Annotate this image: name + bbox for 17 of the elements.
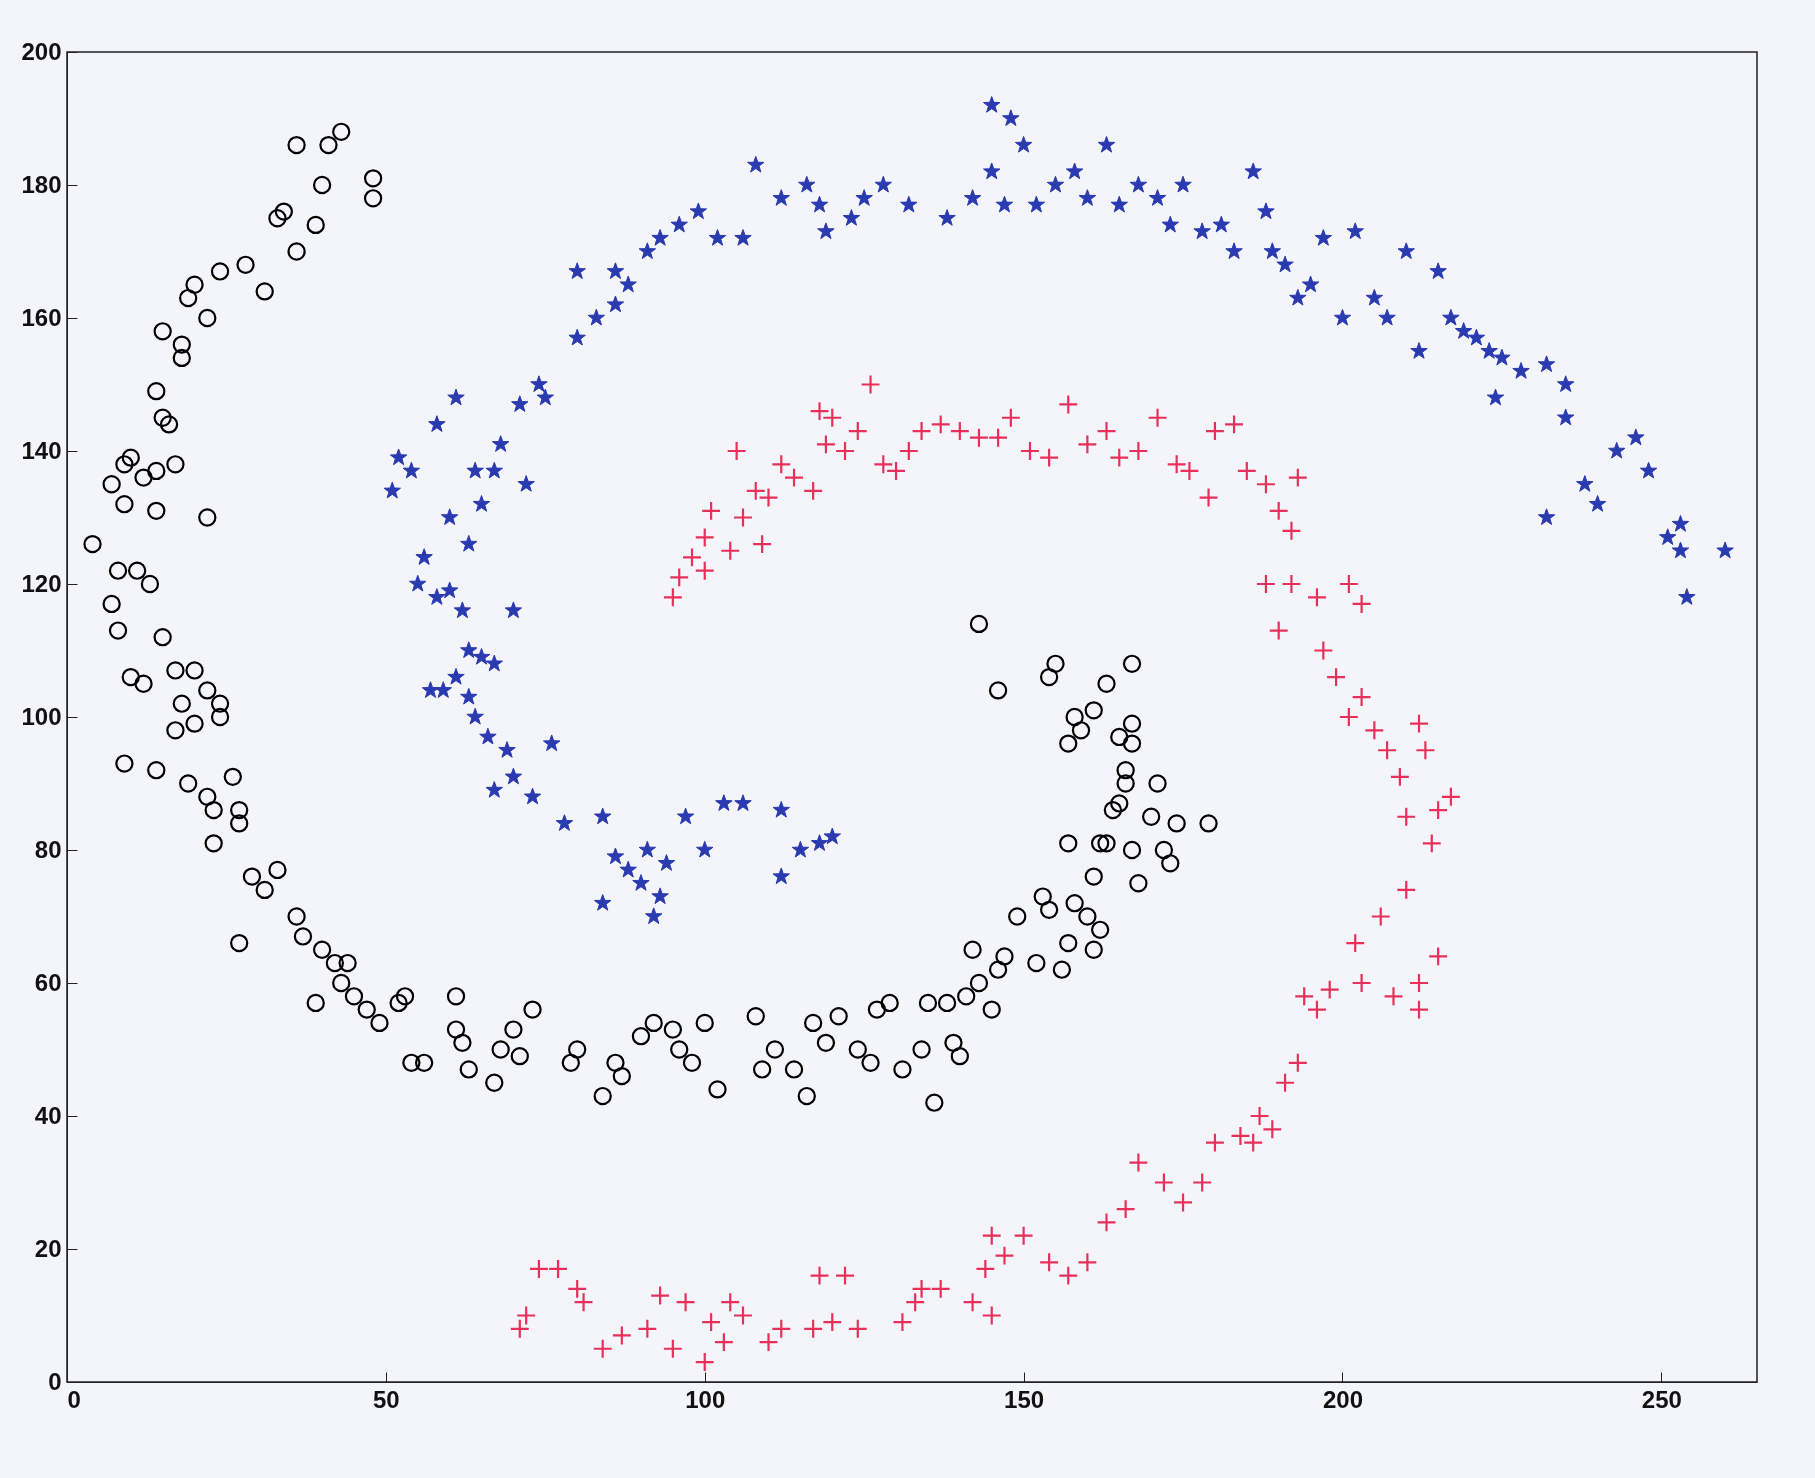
y-tick-label: 120 <box>21 569 62 597</box>
x-tick-label: 200 <box>1322 1385 1363 1413</box>
y-tick-label: 180 <box>21 170 62 198</box>
y-tick-label: 200 <box>21 37 62 65</box>
y-tick-label: 0 <box>48 1367 62 1395</box>
y-tick-label: 40 <box>34 1101 62 1129</box>
y-tick-label: 20 <box>34 1234 62 1262</box>
x-tick-label: 150 <box>1004 1385 1045 1413</box>
y-tick-label: 160 <box>21 303 62 331</box>
y-tick-label: 80 <box>34 835 62 863</box>
y-tick-label: 100 <box>21 702 62 730</box>
x-tick-label: 50 <box>373 1385 400 1413</box>
x-tick-label: 250 <box>1641 1385 1682 1413</box>
y-tick-label: 60 <box>34 968 62 996</box>
x-tick-label: 0 <box>67 1385 81 1413</box>
x-tick-label: 100 <box>685 1385 726 1413</box>
y-tick-label: 140 <box>21 436 62 464</box>
